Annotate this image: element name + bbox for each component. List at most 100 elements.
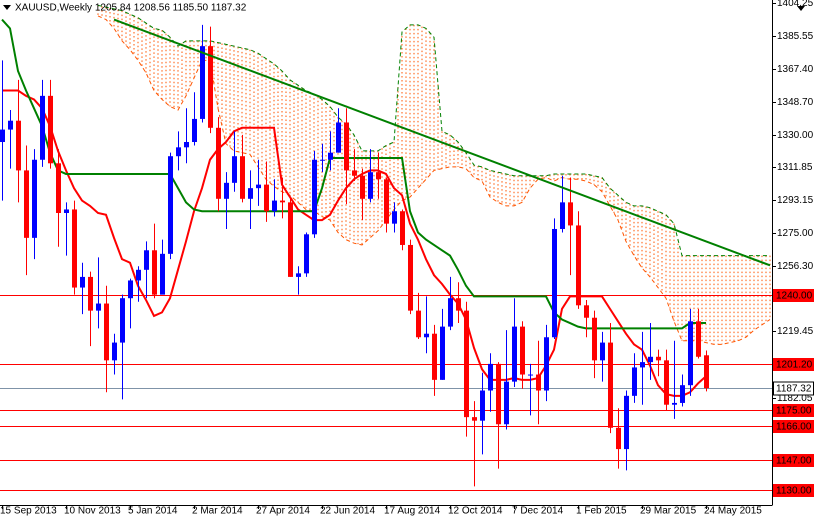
candle-body — [360, 175, 365, 199]
level-label: 1175.00 — [776, 406, 812, 417]
y-tick-label: 1348.70 — [777, 97, 814, 108]
candle-body — [256, 184, 261, 189]
candle-body — [232, 156, 237, 183]
candle-body — [128, 280, 133, 299]
level-label: 1201.20 — [776, 360, 813, 371]
candle-body — [240, 156, 245, 199]
candle-body — [72, 209, 77, 288]
candle-body — [696, 321, 701, 357]
candle-body — [248, 188, 253, 199]
menu-icon[interactable] — [3, 5, 11, 10]
y-tick-label: 1385.55 — [777, 31, 814, 42]
candle-body — [448, 298, 453, 327]
candle-body — [504, 381, 509, 425]
candle-body — [496, 363, 501, 425]
candle-body — [24, 170, 29, 238]
y-tick-label: 1182.05 — [777, 393, 813, 404]
candle-body — [656, 356, 661, 361]
candle-body — [432, 333, 437, 380]
candle-body — [104, 303, 109, 361]
level-label: 1130.00 — [776, 486, 812, 497]
x-tick-label: 12 Oct 2014 — [448, 506, 503, 516]
candle-body — [384, 179, 389, 224]
candle-body — [464, 310, 469, 418]
candle-body — [328, 152, 333, 160]
candle-body — [304, 234, 309, 274]
candle-body — [120, 298, 125, 343]
y-tick-label: 1256.30 — [777, 261, 814, 272]
candle-body — [136, 269, 141, 281]
y-tick-label: 1275.00 — [777, 228, 814, 239]
candle-body — [264, 184, 269, 212]
candle-body — [280, 200, 285, 203]
candle-body — [512, 326, 517, 382]
candle-body — [424, 333, 429, 338]
candle-body — [144, 250, 149, 270]
candle-body — [664, 360, 669, 405]
candle-body — [56, 163, 61, 214]
x-tick-label: 24 May 2015 — [704, 506, 762, 516]
candle-body — [192, 118, 197, 143]
y-tick-label: 1367.40 — [777, 64, 814, 75]
candle-body — [368, 172, 373, 199]
chart-title: XAUUSD,Weekly 1205.84 1208.56 1185.50 11… — [15, 3, 247, 14]
x-tick-label: 5 Jan 2014 — [128, 506, 178, 516]
candle-body — [344, 122, 349, 171]
candle-body — [584, 305, 589, 318]
candle-body — [552, 228, 557, 338]
candle-body — [64, 209, 69, 214]
candle-body — [392, 211, 397, 224]
plot-area — [0, 4, 772, 491]
candle-body — [600, 342, 605, 361]
level-label-box — [773, 358, 814, 371]
candle-body — [528, 374, 533, 376]
candle-body — [704, 355, 709, 389]
candle-body — [616, 427, 621, 450]
candle-body — [336, 122, 341, 153]
candle-body — [472, 417, 477, 421]
candle-body — [176, 147, 181, 157]
candle-body — [352, 170, 357, 176]
candle-body — [48, 95, 53, 164]
candle-body — [680, 385, 685, 403]
candle-body — [376, 172, 381, 180]
level-label-box — [773, 420, 814, 433]
x-tick-label: 2 Mar 2014 — [192, 506, 243, 516]
x-tick-label: 22 Jun 2014 — [320, 506, 375, 516]
candle-body — [96, 303, 101, 311]
candle-body — [224, 182, 229, 199]
level-label: 1147.00 — [776, 456, 812, 467]
candle-body — [544, 337, 549, 391]
candle-body — [184, 142, 189, 148]
candle-body — [40, 95, 45, 160]
level-label: 1240.00 — [776, 291, 813, 302]
x-tick-label: 1 Feb 2015 — [576, 506, 627, 516]
candle-body — [168, 156, 173, 254]
trendline — [113, 18, 771, 267]
candle-body — [520, 326, 525, 375]
level-label: 1166.00 — [776, 422, 812, 433]
candle-body — [400, 211, 405, 245]
candle-body — [0, 129, 5, 143]
candle-body — [272, 200, 277, 212]
candle-body — [152, 250, 157, 295]
candle-body — [632, 367, 637, 396]
y-tick-label: 1404.25 — [777, 0, 814, 9]
candle-body — [320, 159, 325, 161]
candle-body — [672, 402, 677, 405]
candle-body — [488, 363, 493, 391]
candle-body — [440, 326, 445, 380]
candle-body — [16, 120, 21, 171]
level-label-box — [773, 454, 814, 467]
last-price-label: 1187.32 — [776, 384, 812, 395]
candle-body — [88, 276, 93, 311]
x-tick-label: 27 Apr 2014 — [256, 506, 310, 516]
corner-icon[interactable] — [797, 6, 805, 11]
candle-body — [32, 159, 37, 238]
candle-body — [640, 362, 645, 368]
candle-body — [408, 244, 413, 311]
